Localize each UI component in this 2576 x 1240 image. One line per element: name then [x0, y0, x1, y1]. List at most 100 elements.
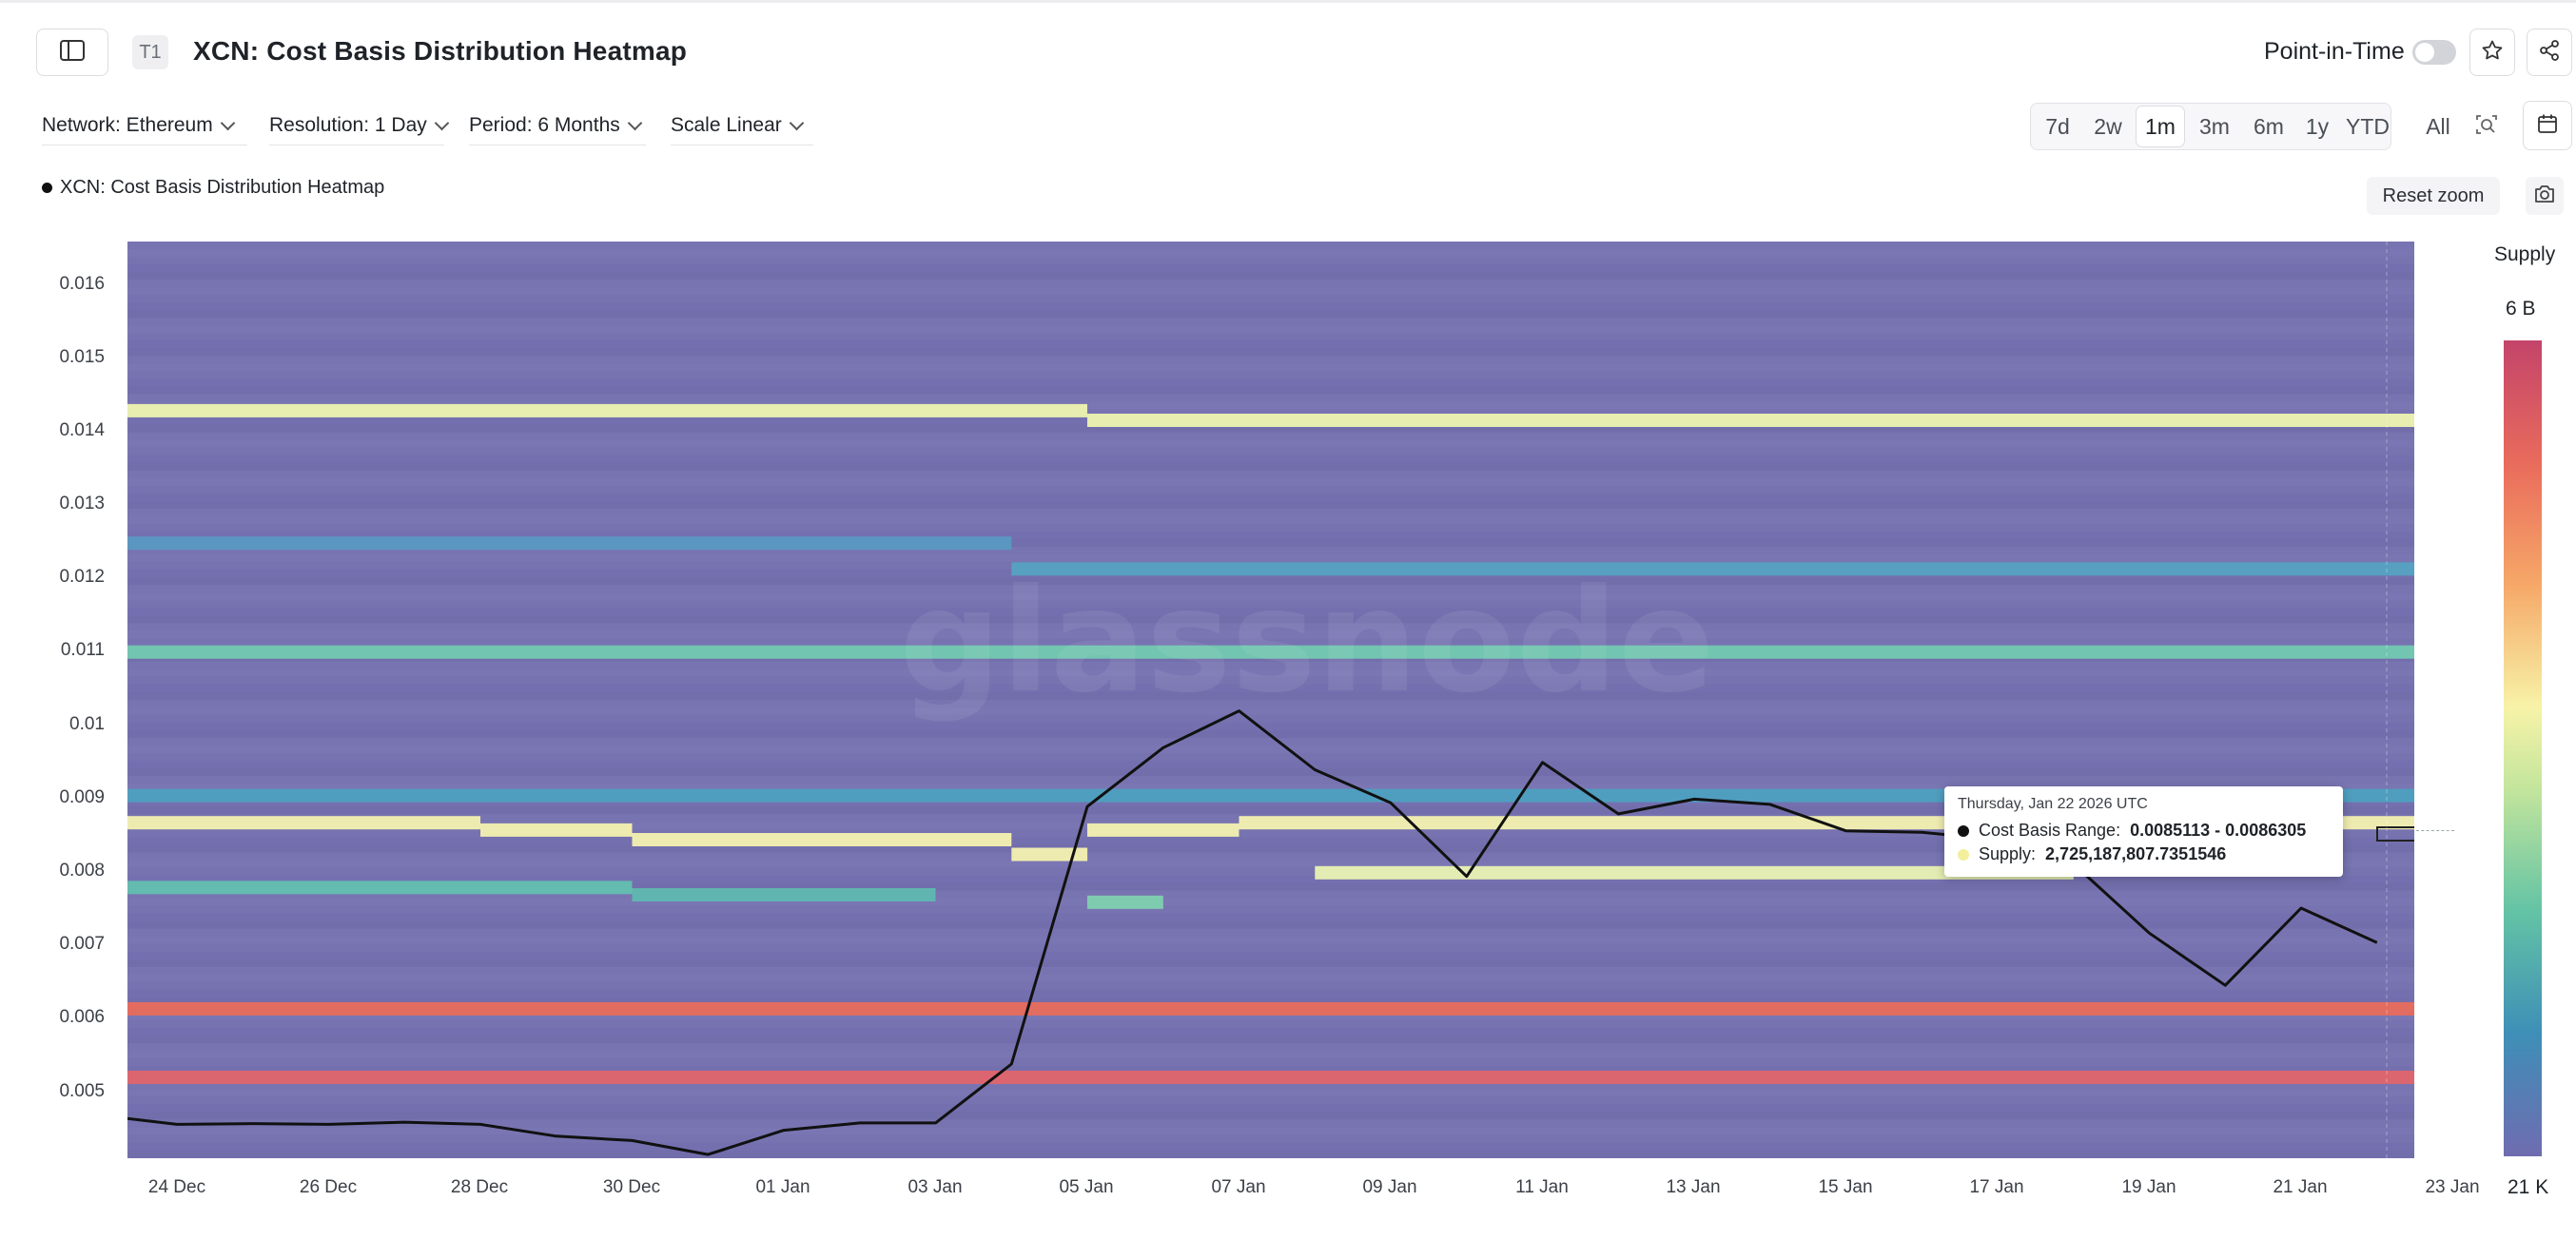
range-1y[interactable]: 1y	[2305, 113, 2330, 139]
heatmap-band	[1315, 865, 2074, 880]
range-6m[interactable]: 6m	[2254, 113, 2284, 139]
point-in-time-toggle[interactable]	[2412, 40, 2456, 65]
zoom-select-button[interactable]	[2470, 112, 2503, 141]
star-icon	[2481, 39, 2504, 67]
heatmap-row	[127, 516, 2414, 525]
heatmap-row	[127, 1058, 2414, 1067]
heatmap-row	[127, 1104, 2414, 1113]
tooltip-range-label: Cost Basis Range:	[1979, 821, 2121, 840]
sidebar-toggle-button[interactable]	[36, 29, 108, 76]
heatmap-row	[127, 867, 2414, 876]
heatmap-row	[127, 928, 2414, 937]
heatmap-row	[127, 998, 2414, 1005]
heatmap-row	[127, 1066, 2414, 1075]
range-3m[interactable]: 3m	[2199, 113, 2230, 139]
heatmap-row	[127, 1096, 2414, 1105]
screenshot-button[interactable]	[2526, 177, 2564, 215]
x-tick-label: 24 Dec	[147, 1177, 206, 1197]
watermark: glassnode	[899, 559, 1715, 725]
point-in-time-label: Point-in-Time	[2264, 38, 2405, 65]
heatmap-band	[127, 788, 2414, 803]
heatmap-row	[127, 1142, 2414, 1151]
crosshair-horizontal	[2416, 830, 2454, 831]
range-2w[interactable]: 2w	[2094, 113, 2122, 139]
heatmap-row	[127, 577, 2414, 586]
tooltip-range-row: Cost Basis Range: 0.0085113 - 0.0086305	[1958, 821, 2330, 841]
resolution-dropdown-label: Resolution: 1 Day	[269, 114, 427, 136]
legend-dot-icon	[42, 183, 52, 193]
y-tick-label: 0.011	[60, 640, 105, 660]
heatmap-plot[interactable]: glassnode	[127, 242, 2414, 1158]
heatmap-row	[127, 356, 2414, 364]
y-tick-label: 0.006	[59, 1007, 105, 1027]
period-dropdown[interactable]: Period: 6 Months	[469, 114, 643, 137]
heatmap-row	[127, 691, 2414, 700]
heatmap-row	[127, 592, 2414, 601]
heatmap-row	[127, 539, 2414, 548]
heatmap-row	[127, 333, 2414, 341]
heatmap-row	[127, 668, 2414, 677]
heatmap-band	[1087, 895, 1163, 909]
network-dropdown[interactable]: Network: Ethereum	[42, 114, 236, 137]
heatmap-row	[127, 462, 2414, 471]
heatmap-row	[127, 272, 2414, 281]
x-tick-label: 11 Jan	[1515, 1177, 1569, 1197]
heatmap-row	[127, 310, 2414, 319]
colorbar-min-label: 21 K	[2508, 1176, 2549, 1198]
chevron-down-icon	[220, 115, 236, 130]
heatmap-row	[127, 547, 2414, 555]
heatmap-band	[632, 888, 936, 901]
reset-zoom-button[interactable]: Reset zoom	[2367, 177, 2500, 215]
heatmap-row	[127, 280, 2414, 288]
heatmap-row	[127, 409, 2414, 417]
range-ytd[interactable]: YTD	[2346, 113, 2390, 139]
calendar-button[interactable]	[2523, 101, 2572, 150]
heatmap-row	[127, 249, 2414, 257]
chart-legend[interactable]: XCN: Cost Basis Distribution Heatmap	[42, 177, 384, 199]
heatmap-row	[127, 661, 2414, 669]
range-all[interactable]: All	[2426, 113, 2450, 139]
heatmap-row	[127, 890, 2414, 899]
heatmap-row	[127, 455, 2414, 463]
heatmap-row	[127, 1013, 2414, 1020]
heatmap-row	[127, 501, 2414, 509]
favorite-button[interactable]	[2469, 29, 2515, 76]
heatmap-row	[127, 242, 2414, 249]
x-tick-label: 26 Dec	[299, 1177, 358, 1197]
heatmap-row	[127, 860, 2414, 868]
data-tooltip: Thursday, Jan 22 2026 UTC Cost Basis Ran…	[1944, 786, 2343, 877]
heatmap-row	[127, 1051, 2414, 1059]
tooltip-supply-label: Supply:	[1979, 844, 2037, 863]
sidebar-icon	[60, 39, 85, 66]
tooltip-date: Thursday, Jan 22 2026 UTC	[1958, 796, 2148, 812]
heatmap-row	[127, 1127, 2414, 1135]
range-7d[interactable]: 7d	[2045, 113, 2070, 139]
range-1m[interactable]: 1m	[2136, 106, 2185, 147]
heatmap-row	[127, 432, 2414, 440]
heatmap-row	[127, 989, 2414, 998]
heatmap-row	[127, 371, 2414, 379]
calendar-icon	[2536, 112, 2559, 140]
resolution-dropdown[interactable]: Resolution: 1 Day	[269, 114, 450, 137]
heatmap-row	[127, 920, 2414, 929]
heatmap-row	[127, 486, 2414, 494]
x-tick-label: 21 Jan	[2273, 1177, 2328, 1197]
y-tick-label: 0.008	[59, 861, 105, 881]
x-tick-label: 15 Jan	[1818, 1177, 1873, 1197]
heatmap-row	[127, 264, 2414, 273]
x-tick-label: 07 Jan	[1211, 1177, 1266, 1197]
heatmap-row	[127, 737, 2414, 746]
heatmap-row	[127, 302, 2414, 311]
heatmap-band	[127, 881, 633, 895]
heatmap-row	[127, 951, 2414, 959]
heatmap-row	[127, 386, 2414, 395]
period-dropdown-label: Period: 6 Months	[469, 114, 620, 136]
heatmap-row	[127, 1119, 2414, 1128]
share-button[interactable]	[2527, 29, 2572, 76]
y-tick-label: 0.005	[59, 1081, 105, 1101]
tooltip-range-value: 0.0085113 - 0.0086305	[2130, 821, 2307, 840]
heatmap-texture	[127, 242, 2414, 1158]
scale-dropdown[interactable]: Scale Linear	[671, 114, 805, 137]
heatmap-band	[127, 1001, 2414, 1016]
y-tick-label: 0.009	[59, 787, 105, 807]
